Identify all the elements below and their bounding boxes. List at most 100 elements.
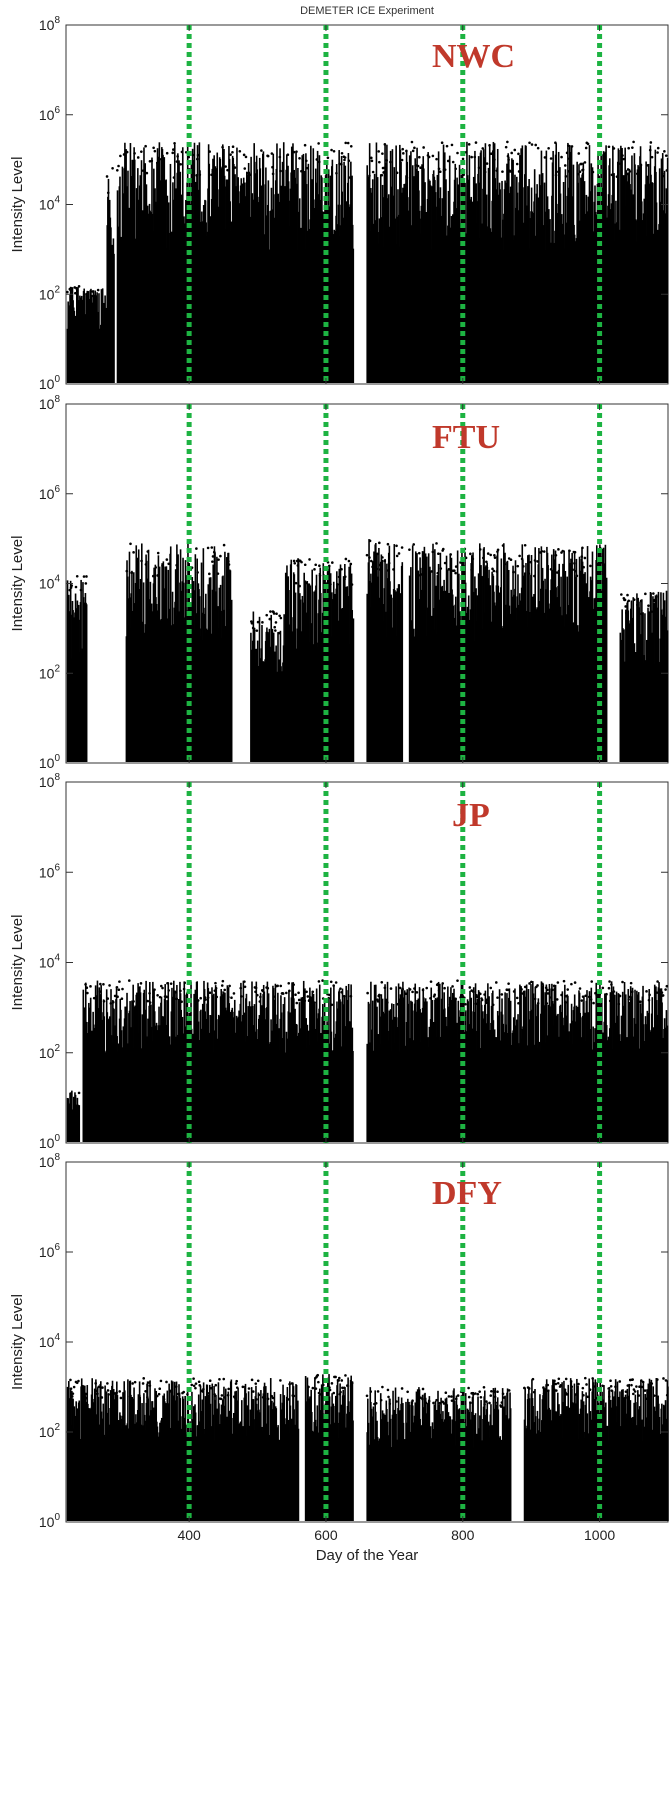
- data-point: [454, 997, 457, 1001]
- data-point: [338, 1392, 342, 1396]
- data-point: [223, 988, 227, 992]
- y-tick-label: 104: [39, 195, 61, 213]
- data-point: [288, 989, 291, 993]
- data-point: [295, 150, 298, 153]
- data-point: [279, 616, 283, 620]
- data-point: [139, 982, 143, 985]
- data-point: [288, 1382, 291, 1386]
- data-point: [478, 992, 482, 996]
- data-point: [303, 999, 307, 1003]
- data-point: [494, 1401, 497, 1405]
- data-point: [334, 981, 338, 984]
- data-point: [297, 998, 301, 1002]
- data-point: [485, 162, 489, 165]
- data-point: [106, 1389, 110, 1392]
- data-point: [381, 1385, 384, 1389]
- data-point: [478, 548, 482, 551]
- data-point: [509, 558, 513, 561]
- data-point: [326, 156, 330, 160]
- data-point: [476, 1392, 480, 1396]
- data-point: [515, 162, 519, 166]
- data-point: [232, 992, 236, 995]
- y-axis-title: Intensity Level: [9, 1294, 26, 1390]
- data-point: [111, 1000, 115, 1004]
- data-point: [555, 170, 558, 174]
- data-point: [101, 1386, 104, 1389]
- data-point: [656, 146, 660, 150]
- data-point: [454, 1397, 458, 1401]
- data-point: [196, 157, 199, 161]
- data-point: [234, 1382, 238, 1385]
- y-tick-label: 102: [39, 1043, 61, 1061]
- data-point: [644, 592, 647, 596]
- data-point: [660, 991, 664, 994]
- x-axis-title: Day of the Year: [316, 1547, 419, 1564]
- data-point: [255, 629, 259, 632]
- data-point: [617, 1002, 621, 1006]
- data-point: [298, 157, 301, 160]
- data-point: [305, 990, 308, 994]
- data-point: [578, 987, 582, 990]
- y-tick-label: 102: [39, 284, 61, 302]
- data-point: [105, 175, 109, 178]
- data-point: [269, 610, 272, 613]
- data-point: [194, 1382, 198, 1385]
- data-point: [582, 565, 585, 569]
- data-point: [136, 156, 140, 159]
- data-point: [655, 595, 658, 599]
- data-point: [108, 984, 111, 987]
- data-point: [314, 1387, 318, 1390]
- data-point: [347, 159, 351, 163]
- data-point: [610, 983, 613, 986]
- data-point: [159, 1379, 163, 1383]
- data-point: [618, 1380, 622, 1383]
- data-point: [577, 1382, 580, 1386]
- y-tick-label: 108: [39, 1152, 61, 1170]
- data-point: [106, 997, 110, 1000]
- data-point: [527, 572, 531, 575]
- data-point: [472, 990, 475, 994]
- data-point: [365, 1394, 369, 1398]
- data-point: [608, 980, 611, 983]
- data-point: [328, 1386, 331, 1389]
- data-point: [583, 161, 587, 164]
- data-point: [421, 1397, 424, 1401]
- data-point: [571, 568, 574, 572]
- point-column: [352, 248, 355, 383]
- data-point: [564, 175, 568, 178]
- data-point: [377, 150, 380, 153]
- data-point: [102, 999, 106, 1003]
- data-point: [589, 564, 592, 568]
- data-point: [416, 164, 420, 168]
- data-point: [224, 165, 227, 168]
- data-point: [640, 1379, 643, 1382]
- point-column: [401, 562, 404, 762]
- data-point: [507, 1389, 511, 1392]
- data-point: [329, 582, 332, 586]
- data-point: [179, 162, 183, 166]
- data-point: [316, 1373, 320, 1377]
- data-point: [555, 1389, 558, 1392]
- data-point: [176, 155, 179, 158]
- data-point: [221, 145, 224, 149]
- data-point: [74, 585, 78, 589]
- data-point: [520, 987, 523, 991]
- point-column: [352, 618, 355, 762]
- data-point: [313, 568, 316, 571]
- data-point: [474, 141, 478, 144]
- data-point: [340, 163, 343, 166]
- data-point: [556, 1381, 560, 1385]
- data-point: [247, 1387, 251, 1390]
- data-point: [555, 998, 559, 1001]
- data-point: [182, 987, 186, 991]
- data-point: [422, 146, 425, 149]
- data-point: [311, 1386, 315, 1390]
- data-point: [158, 1387, 162, 1391]
- y-tick-label: 102: [39, 1422, 61, 1440]
- data-point: [317, 1380, 320, 1384]
- data-point: [582, 1393, 585, 1397]
- data-point: [243, 167, 247, 170]
- data-point: [204, 998, 207, 1001]
- data-point: [583, 1376, 587, 1380]
- data-point: [401, 147, 405, 151]
